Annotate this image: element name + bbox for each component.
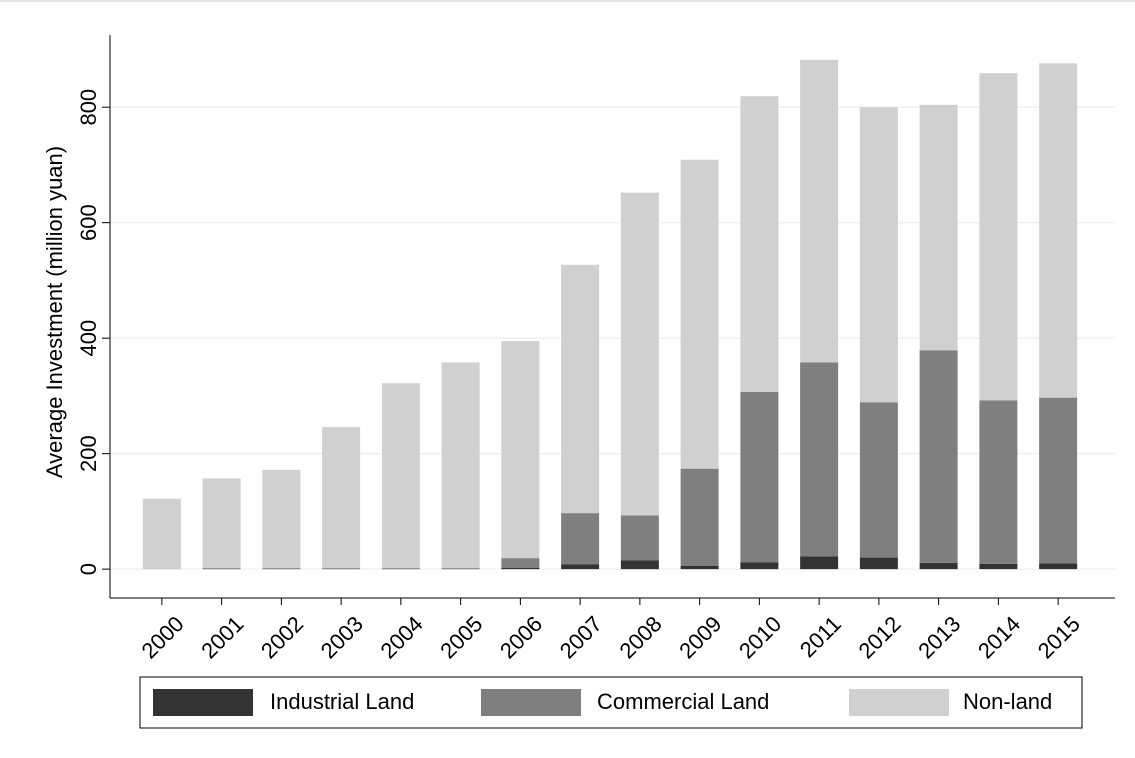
bar-segment [979,400,1018,564]
x-tick-label: 2006 [495,611,547,663]
bar-segment [919,562,958,570]
x-tick-label: 2002 [256,611,308,663]
x-tick-label: 2015 [1033,611,1085,663]
bar-segment [740,96,779,392]
bar-segment [142,498,181,570]
y-axis-label: Average Investment (million yuan) [42,146,67,478]
bar-segment [620,192,659,516]
legend-label: Commercial Land [597,689,769,714]
bar-segment [501,341,540,559]
bar-segment [800,556,839,570]
bar-segment [501,558,540,568]
x-tick-label: 2011 [795,611,846,662]
legend-swatch [153,689,253,716]
y-tick-label: 200 [76,435,101,472]
x-tick-label: 2001 [196,611,248,663]
bar-segment [322,427,361,569]
bar-segment [561,513,600,565]
x-tick-label: 2012 [853,611,905,663]
bar-segment [262,568,301,570]
x-tick-label: 2000 [136,611,188,663]
x-tick-label: 2007 [555,611,607,663]
bar-segment [202,478,241,569]
bar-segment [381,383,420,569]
bar-segment [859,402,898,558]
legend-swatch [481,689,581,716]
x-tick-label: 2013 [913,611,965,663]
y-tick-label: 400 [76,320,101,357]
x-tick-label: 2004 [375,611,427,663]
bar-segment [859,557,898,570]
x-tick-label: 2014 [973,611,1025,663]
bar-segment [680,468,719,566]
bar-segment [561,264,600,514]
bar-segment [800,59,839,363]
bar-segment [859,107,898,403]
y-tick-label: 0 [76,563,101,575]
bar-segment [1039,63,1078,398]
bar-segment [262,469,301,569]
bar-segment [1039,397,1078,564]
bar-segment [919,104,958,351]
x-tick-label: 2008 [614,611,666,663]
bar-segment [979,563,1018,570]
legend-swatch [849,689,949,716]
y-tick-label: 600 [76,204,101,241]
bar-segment [620,515,659,561]
y-tick-label: 800 [76,89,101,126]
bar-segment [381,568,420,570]
x-tick-label: 2003 [316,611,368,663]
bar-segment [680,159,719,469]
legend-label: Industrial Land [270,689,414,714]
bar-segment [202,568,241,570]
legend-label: Non-land [963,689,1052,714]
bar-segment [979,73,1018,401]
bar-segment [322,568,361,570]
bar-segment [561,564,600,570]
bar-segment [740,391,779,563]
bar-segment [620,560,659,570]
bar-segment [800,362,839,557]
bar-segment [441,568,480,570]
bar-segment [501,567,540,570]
bar-segment [680,565,719,570]
x-tick-label: 2005 [435,611,487,663]
bar-segment [919,350,958,563]
bar-segment [1039,563,1078,570]
x-tick-label: 2010 [734,611,786,663]
bar-segment [740,562,779,570]
bar-segment [441,362,480,569]
x-tick-label: 2009 [674,611,726,663]
